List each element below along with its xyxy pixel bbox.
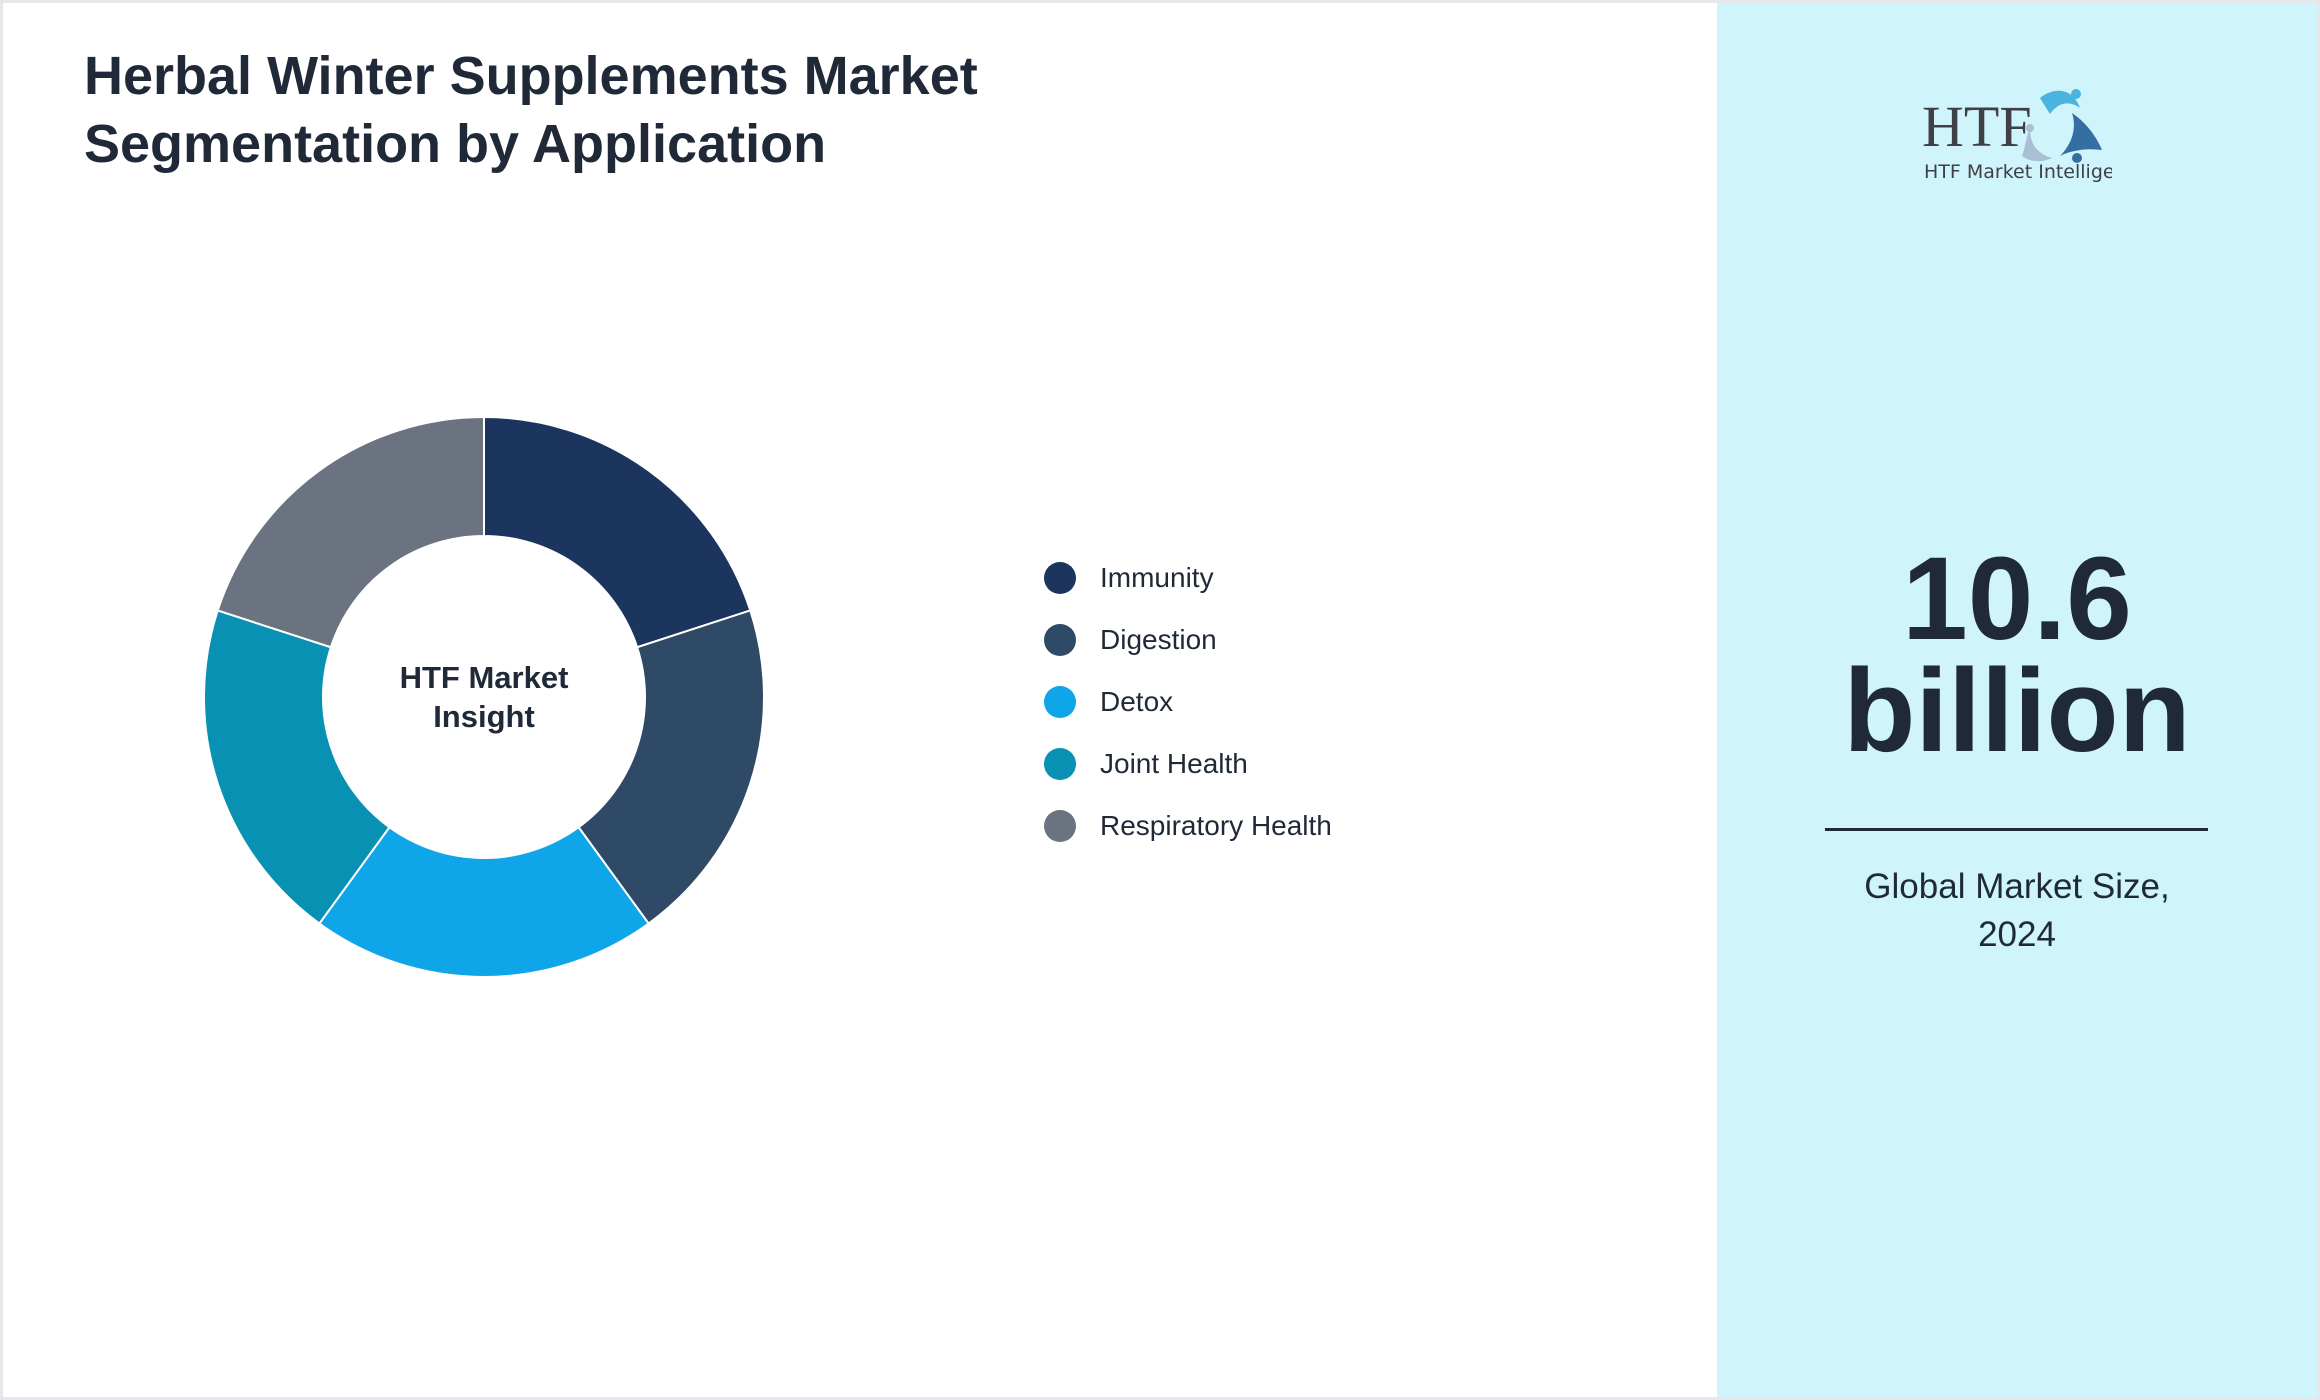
legend-item: Joint Health (1044, 746, 1332, 808)
page-title: Herbal Winter Supplements Market Segment… (84, 46, 978, 174)
center-label-line-1: HTF Market (400, 660, 569, 695)
legend: Immunity Digestion Detox Joint Health Respir… (1044, 560, 1332, 870)
legend-item: Detox (1044, 684, 1332, 746)
donut-slice-immunity (483, 415, 752, 649)
legend-item: Digestion (1044, 622, 1332, 684)
legend-item: Respiratory Health (1044, 808, 1332, 870)
legend-dot-icon (1044, 562, 1076, 594)
donut-slice-digestion (577, 609, 765, 925)
value-number: 10.6 (1902, 533, 2132, 665)
legend-item: Immunity (1044, 560, 1332, 622)
value-unit: billion (1843, 645, 2191, 777)
donut-slice-respiratory-health (216, 415, 485, 649)
donut-slice-joint-health (203, 609, 391, 925)
caption-line-1: Global Market Size, (1864, 867, 2170, 906)
legend-dot-icon (1044, 686, 1076, 718)
legend-label: Immunity (1100, 562, 1214, 593)
legend-label: Respiratory Health (1100, 810, 1332, 841)
svg-text:HTF: HTF (1922, 94, 2032, 159)
donut-slice-detox (318, 825, 650, 979)
center-label-line-2: Insight (433, 699, 535, 734)
caption-line-2: 2024 (1978, 915, 2056, 954)
divider (1825, 828, 2208, 831)
legend-dot-icon (1044, 810, 1076, 842)
market-size-caption: Global Market Size, 2024 (1717, 863, 2317, 959)
legend-label: Digestion (1100, 624, 1217, 655)
donut-chart: HTF Market Insight (203, 415, 765, 979)
htf-logo: HTF HTF Market Intelligence (1922, 89, 2112, 183)
legend-dot-icon (1044, 624, 1076, 656)
logo-text: HTF Market Intelligence (1924, 161, 2112, 183)
summary-panel: HTF HTF Market Intelligence 10.6 billion… (1717, 3, 2317, 1397)
legend-dot-icon (1044, 748, 1076, 780)
market-size-value: 10.6 billion (1717, 533, 2317, 777)
legend-label: Detox (1100, 686, 1174, 717)
legend-label: Joint Health (1100, 748, 1248, 779)
